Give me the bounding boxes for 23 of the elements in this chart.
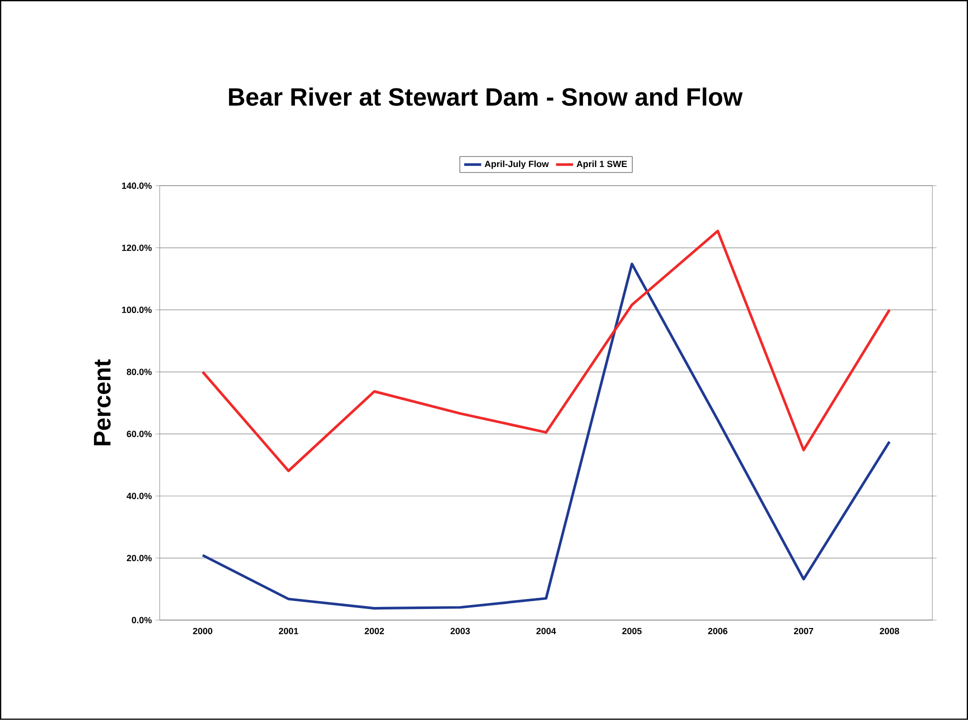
y-tick-label: 40.0% (126, 492, 152, 500)
legend-label: April 1 SWE (576, 160, 627, 169)
x-tick-label: 2003 (450, 628, 470, 634)
y-tick-label: 100.0% (122, 306, 152, 314)
chart-title: Bear River at Stewart Dam - Snow and Flow (229, 88, 743, 106)
line-series (201, 262, 891, 610)
x-tick-label: 2005 (622, 628, 642, 634)
y-tick-label: 120.0% (122, 244, 152, 252)
x-tick-label: 2000 (192, 628, 212, 634)
x-tick-label: 2002 (364, 628, 384, 634)
legend-label: April-July Flow (484, 160, 549, 169)
x-tick-label: 2004 (536, 628, 556, 634)
y-axis-title: Percent (94, 359, 111, 446)
y-tick-label: 80.0% (126, 368, 152, 376)
y-tick-label: 60.0% (126, 430, 152, 438)
y-tick-label: 0.0% (132, 617, 152, 624)
line-series (201, 230, 891, 472)
x-tick-label: 2008 (880, 628, 900, 634)
y-tick-label: 140.0% (122, 182, 152, 190)
x-tick-label: 2007 (794, 628, 814, 634)
x-tick-label: 2006 (708, 628, 728, 634)
y-tick-label: 20.0% (126, 554, 152, 562)
x-tick-label: 2001 (278, 628, 298, 634)
